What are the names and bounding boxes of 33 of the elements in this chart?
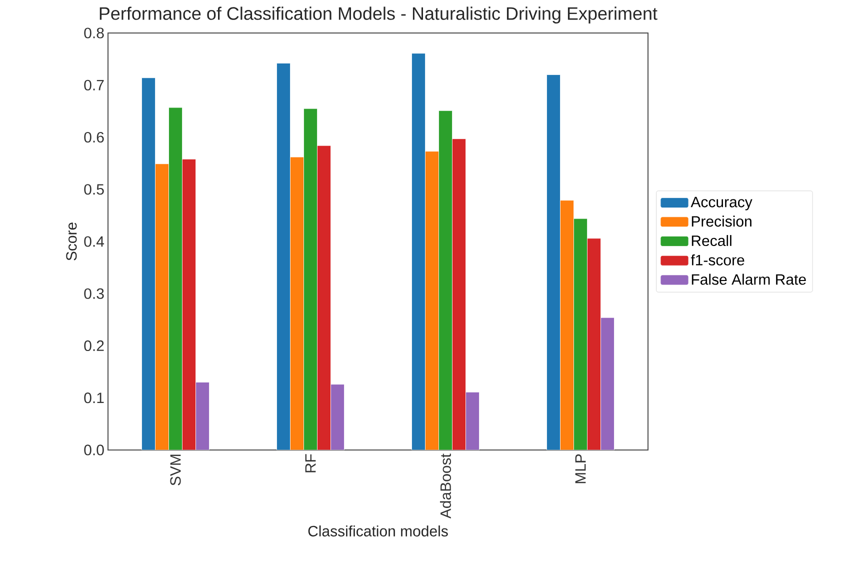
- y-tick-label: 0.0: [84, 444, 104, 456]
- bar: [330, 384, 344, 450]
- bar: [142, 78, 156, 450]
- y-tick-label: 0.2: [84, 340, 104, 352]
- bar: [304, 108, 318, 450]
- chart-title: Performance of Classification Models - Naturalistic Driving Experiment: [100, 6, 658, 24]
- x-tick-label: RF: [305, 454, 316, 472]
- x-tick-label: SVM: [170, 454, 181, 486]
- y-tick-label: 0.1: [84, 392, 104, 404]
- bar: [412, 53, 426, 450]
- bar: [276, 63, 290, 450]
- legend-label: Accuracy: [690, 196, 752, 210]
- bar: [438, 110, 452, 450]
- bar: [196, 382, 210, 450]
- x-axis-title: Classification models: [308, 525, 448, 536]
- y-tick-label: 0.8: [84, 28, 104, 38]
- bar: [168, 107, 182, 450]
- bar: [574, 218, 588, 450]
- bar: [546, 74, 560, 450]
- y-tick-label: 0.4: [84, 236, 104, 247]
- y-tick-label: 0.6: [84, 132, 104, 143]
- legend-label: f1-score: [690, 254, 744, 266]
- x-tick-label: AdaBoost: [440, 454, 452, 519]
- y-tick-label: 0.5: [84, 184, 104, 195]
- legend-label: False Alarm Rate: [692, 274, 806, 285]
- legend-label: Precision: [692, 216, 752, 227]
- y-tick-label: 0.7: [84, 80, 104, 90]
- legend-label: Recall: [692, 235, 732, 246]
- x-tick-label: MLP: [575, 454, 586, 484]
- bar: [600, 317, 614, 450]
- y-tick-label: 0.3: [84, 288, 104, 299]
- bar: [466, 392, 480, 450]
- y-axis-title: Score: [66, 222, 77, 260]
